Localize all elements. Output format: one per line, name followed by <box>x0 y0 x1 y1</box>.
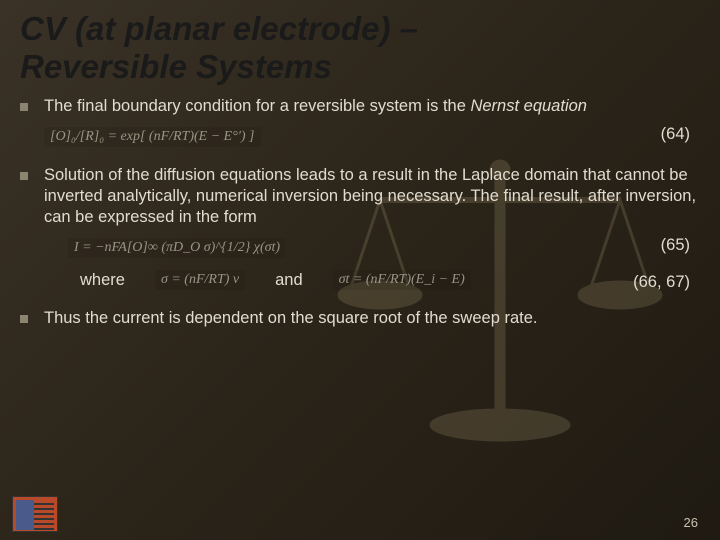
title-line-2: Reversible Systems <box>20 48 332 85</box>
equation-number-6667: (66, 67) <box>633 273 700 292</box>
bullet-marker <box>20 103 28 111</box>
equation-number-65: (65) <box>661 236 700 255</box>
bullet-2: Solution of the diffusion equations lead… <box>20 165 700 228</box>
bullet-3-text: Thus the current is dependent on the squ… <box>44 308 700 329</box>
where-label: where <box>80 271 125 290</box>
bullet-2-text: Solution of the diffusion equations lead… <box>44 165 700 228</box>
bullet-1-pre: The final boundary condition for a rever… <box>44 97 470 115</box>
bullet-marker <box>20 315 28 323</box>
and-label: and <box>275 271 303 290</box>
equation-65-row: I = −nFA[O]∞ (πD_O σ)^{1/2} χ(σt) (65) <box>20 234 700 266</box>
bullet-3: Thus the current is dependent on the squ… <box>20 308 700 329</box>
page-number: 26 <box>684 515 698 530</box>
slide-title: CV (at planar electrode) – Reversible Sy… <box>0 0 720 90</box>
equation-64-row: [O]₀/[R]₀ = exp[ (nF/RT)(E − E°′) ] (64) <box>20 123 700 155</box>
equation-number-64: (64) <box>661 125 700 144</box>
where-and-row: where σ = (nF/RT) v and σt = (nF/RT)(E_i… <box>80 270 471 290</box>
title-line-1: CV (at planar electrode) – <box>20 10 418 47</box>
bullet-marker <box>20 172 28 180</box>
bullet-1-em: Nernst equation <box>470 97 587 115</box>
footer-logo <box>12 496 58 532</box>
slide-content: The final boundary condition for a rever… <box>0 90 720 330</box>
bullet-1: The final boundary condition for a rever… <box>20 96 700 117</box>
equation-66: σ = (nF/RT) v <box>155 270 245 290</box>
equation-65: I = −nFA[O]∞ (πD_O σ)^{1/2} χ(σt) <box>68 238 286 258</box>
bullet-1-text: The final boundary condition for a rever… <box>44 96 700 117</box>
equation-67: σt = (nF/RT)(E_i − E) <box>333 270 471 290</box>
equation-64: [O]₀/[R]₀ = exp[ (nF/RT)(E − E°′) ] <box>44 127 261 147</box>
